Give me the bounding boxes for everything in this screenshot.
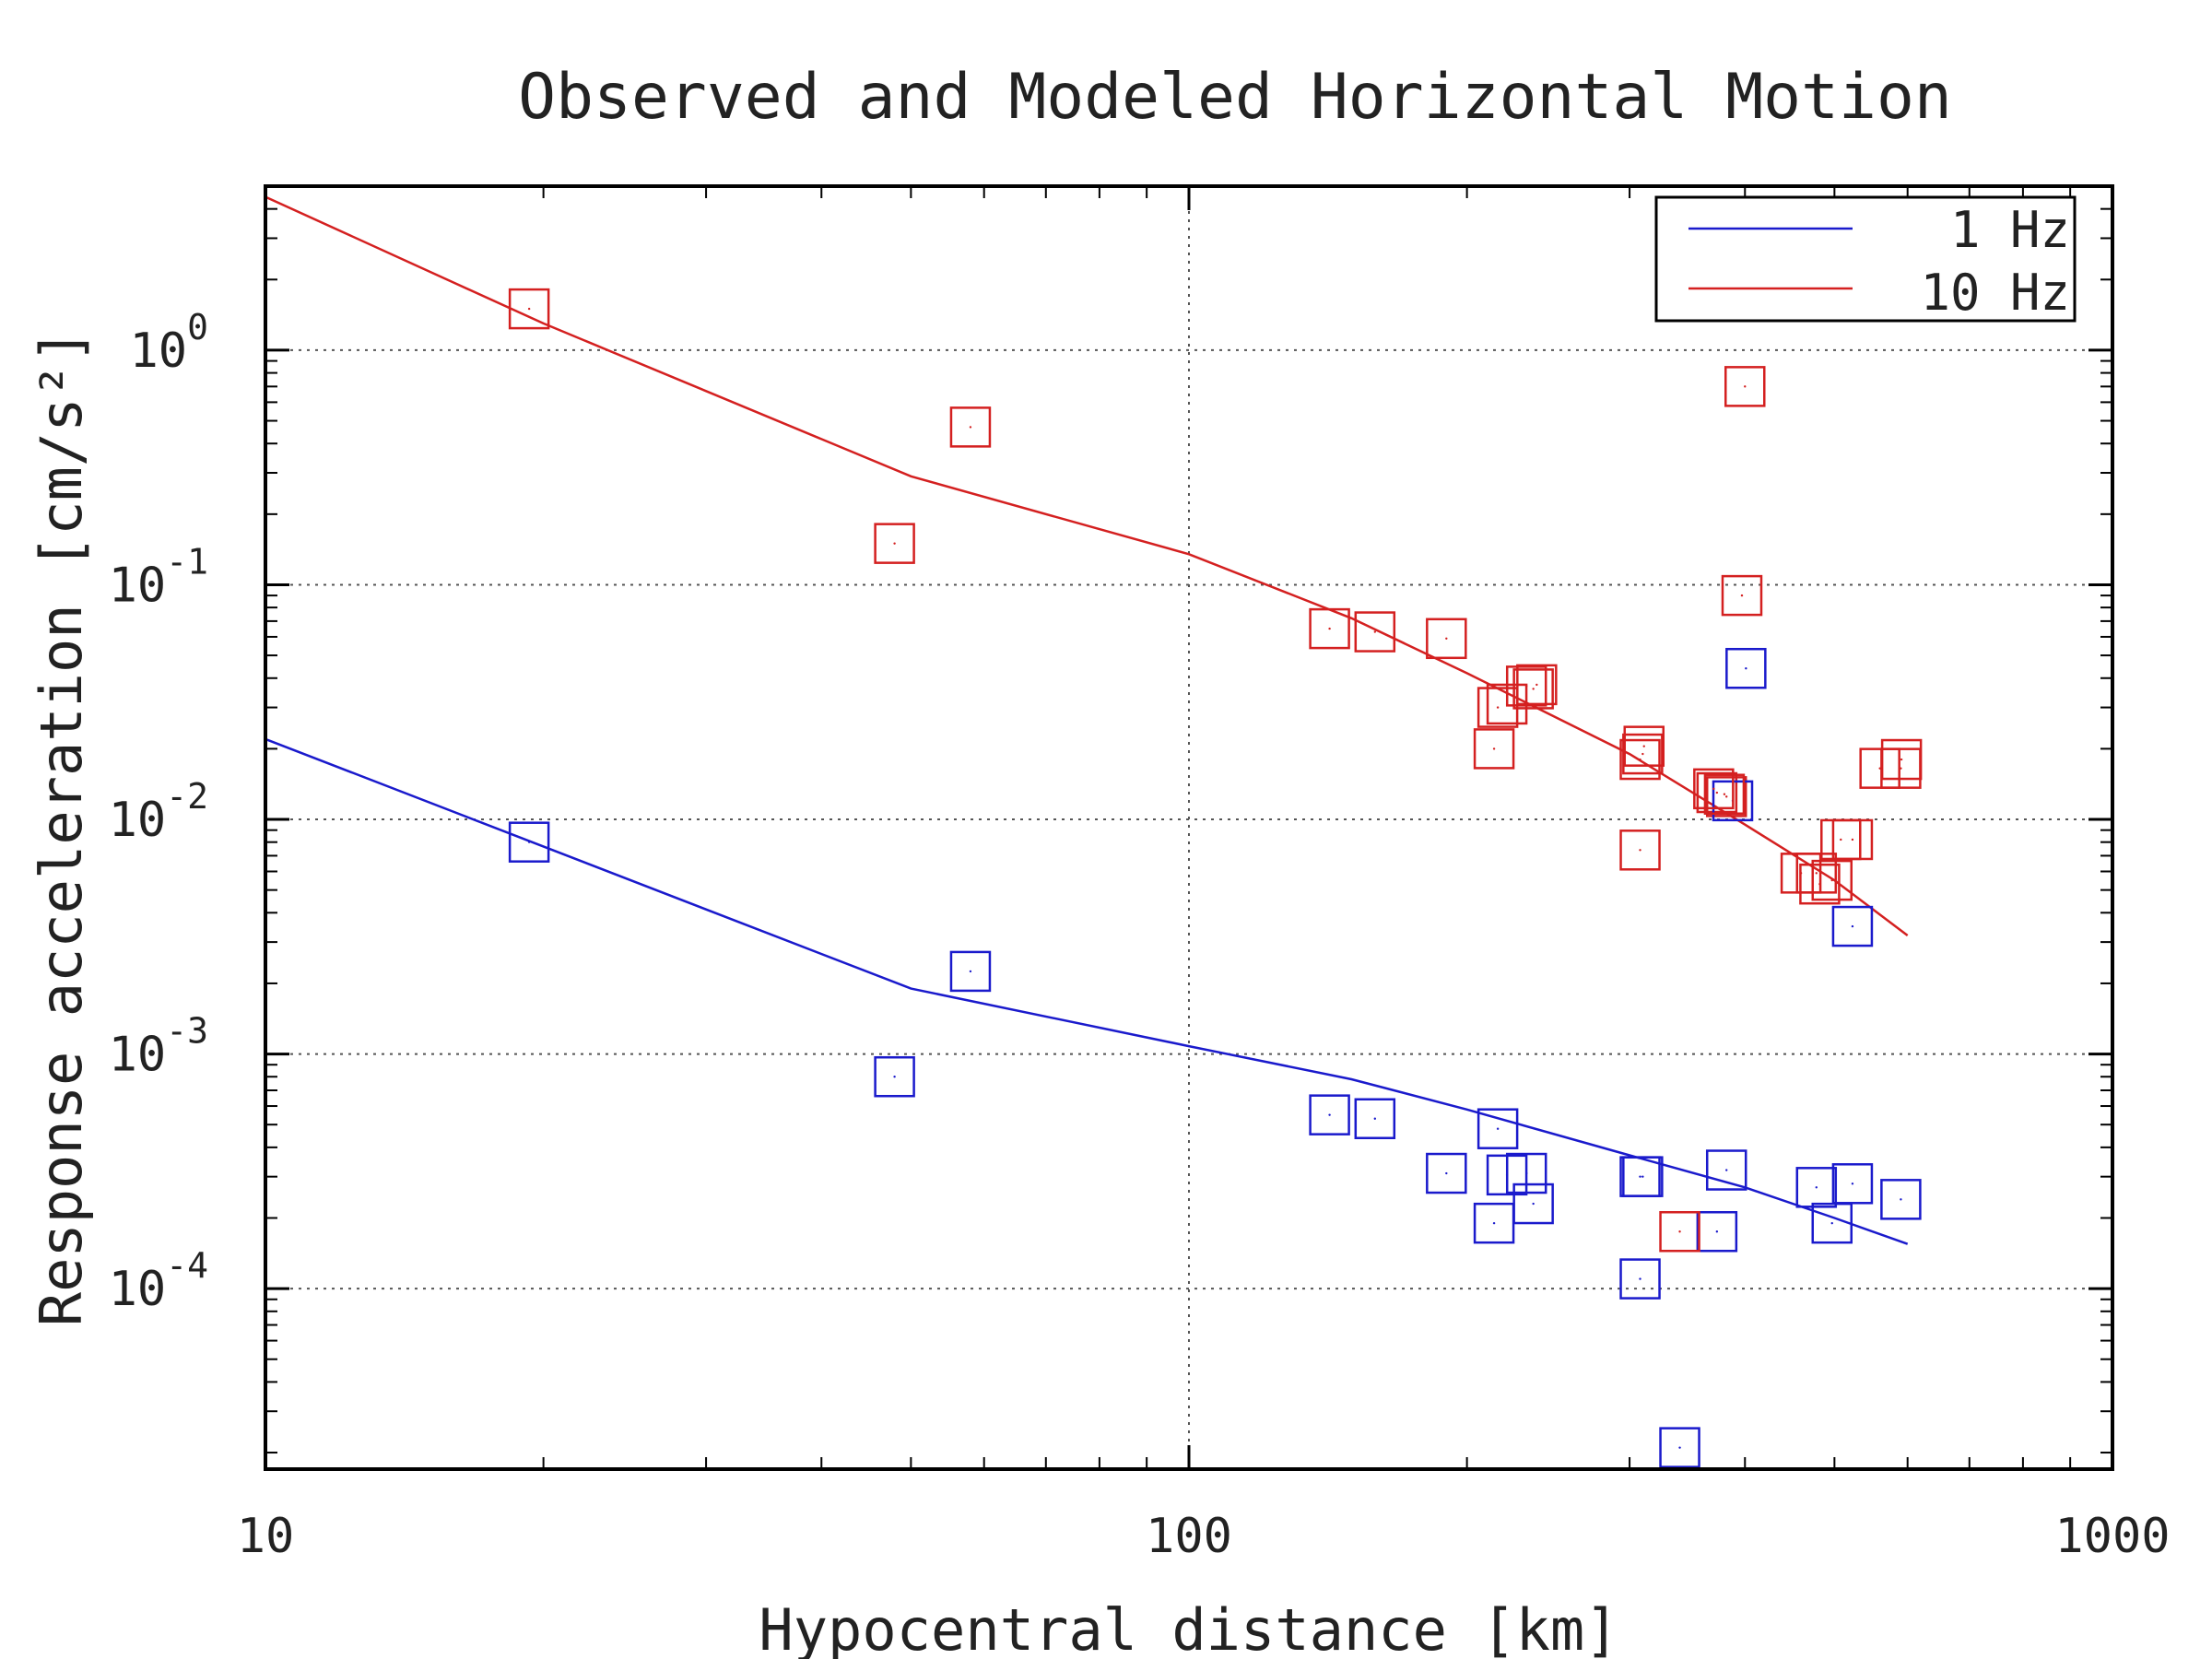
observed-point-10hz <box>1696 771 1738 814</box>
observed-point-10hz <box>1703 773 1746 815</box>
observed-point-1hz <box>1426 1152 1467 1194</box>
observed-point-1hz <box>1795 1167 1838 1208</box>
y-tick-exponent: -1 <box>166 541 208 582</box>
observed-point-10hz <box>1705 776 1747 818</box>
y-tick-base: 10 <box>109 1262 167 1317</box>
observed-point-1hz <box>1473 1202 1515 1244</box>
observed-point-10hz <box>1721 574 1763 617</box>
observed-point-1hz <box>1696 1210 1738 1253</box>
observed-point-10hz <box>1512 668 1554 710</box>
observed-point-10hz <box>1619 738 1661 781</box>
y-tick-base: 10 <box>129 324 187 379</box>
y-tick-label: 100 <box>129 307 208 379</box>
observed-point-10hz <box>1880 738 1923 781</box>
observed-point-10hz <box>1309 607 1350 650</box>
observed-point-1hz <box>1512 1182 1554 1225</box>
observed-point-10hz <box>1693 768 1735 810</box>
observed-point-10hz <box>1622 733 1664 775</box>
observed-point-1hz <box>1831 905 1874 947</box>
observed-point-10hz <box>949 406 992 448</box>
legend-label-10hz: 10 Hz <box>1920 264 2070 322</box>
observed-point-10hz <box>1659 1210 1700 1253</box>
observed-point-1hz <box>1831 1163 1874 1205</box>
x-tick-label: 100 <box>1146 1509 1232 1564</box>
y-tick-exponent: -4 <box>166 1245 208 1286</box>
observed-point-10hz <box>1623 725 1665 767</box>
observed-point-10hz <box>1477 687 1519 728</box>
observed-point-10hz <box>1516 664 1558 706</box>
observed-point-10hz <box>1880 747 1922 789</box>
series-layer <box>265 195 1923 1468</box>
observed-point-10hz <box>874 523 915 564</box>
y-axis-label: Response acceleration [cm/s²] <box>28 329 95 1327</box>
x-axis-label: Hypocentral distance [km] <box>759 1596 1618 1659</box>
chart-title: Observed and Modeled Horizontal Motion <box>518 61 1952 134</box>
y-tick-exponent: 0 <box>187 307 208 347</box>
legend: 1 Hz 10 Hz <box>1654 195 2077 323</box>
observed-point-1hz <box>1309 1094 1350 1135</box>
observed-point-1hz <box>874 1055 915 1098</box>
observed-point-1hz <box>949 950 992 993</box>
observed-point-10hz <box>1820 818 1862 861</box>
observed-point-1hz <box>1880 1179 1922 1220</box>
observed-point-1hz <box>1477 1108 1519 1149</box>
observed-point-10hz <box>1811 859 1853 901</box>
y-tick-label: 10-4 <box>109 1245 208 1317</box>
observed-point-10hz <box>1426 618 1467 660</box>
observed-point-10hz <box>1799 863 1841 905</box>
observed-point-1hz <box>1486 1154 1528 1196</box>
y-tick-exponent: -2 <box>166 776 208 817</box>
y-tick-base: 10 <box>109 558 167 613</box>
legend-box <box>1654 195 2077 323</box>
y-tick-base: 10 <box>109 1028 167 1083</box>
grid-layer <box>265 186 2112 1469</box>
observed-point-1hz <box>508 821 550 863</box>
observed-point-1hz <box>1659 1427 1700 1468</box>
plot-frame <box>264 184 2114 1471</box>
observed-point-10hz <box>1831 818 1874 861</box>
y-tick-label: 10-3 <box>109 1011 208 1083</box>
y-tick-label: 10-2 <box>109 776 208 848</box>
y-tick-exponent: -3 <box>166 1011 208 1052</box>
observed-point-10hz <box>1354 611 1396 653</box>
observed-point-10hz <box>1619 830 1661 871</box>
model-line-10hz <box>265 195 1909 936</box>
observed-point-10hz <box>508 288 550 330</box>
observed-point-10hz <box>1473 728 1515 770</box>
x-tick-label: 1000 <box>2054 1509 2170 1564</box>
observed-point-1hz <box>1619 1258 1661 1300</box>
observed-point-10hz <box>1859 747 1900 789</box>
observed-point-1hz <box>1705 1149 1747 1191</box>
observed-point-1hz <box>1354 1098 1396 1139</box>
observed-point-1hz <box>1811 1202 1853 1244</box>
observed-point-10hz <box>1724 366 1766 407</box>
y-tick-base: 10 <box>109 793 167 848</box>
observed-point-1hz <box>1619 1156 1661 1197</box>
legend-label-1hz: 1 Hz <box>1950 201 2070 259</box>
y-tick-label: 10-1 <box>109 541 208 613</box>
x-tick-label: 10 <box>237 1509 295 1564</box>
observed-point-1hz <box>1725 647 1767 689</box>
